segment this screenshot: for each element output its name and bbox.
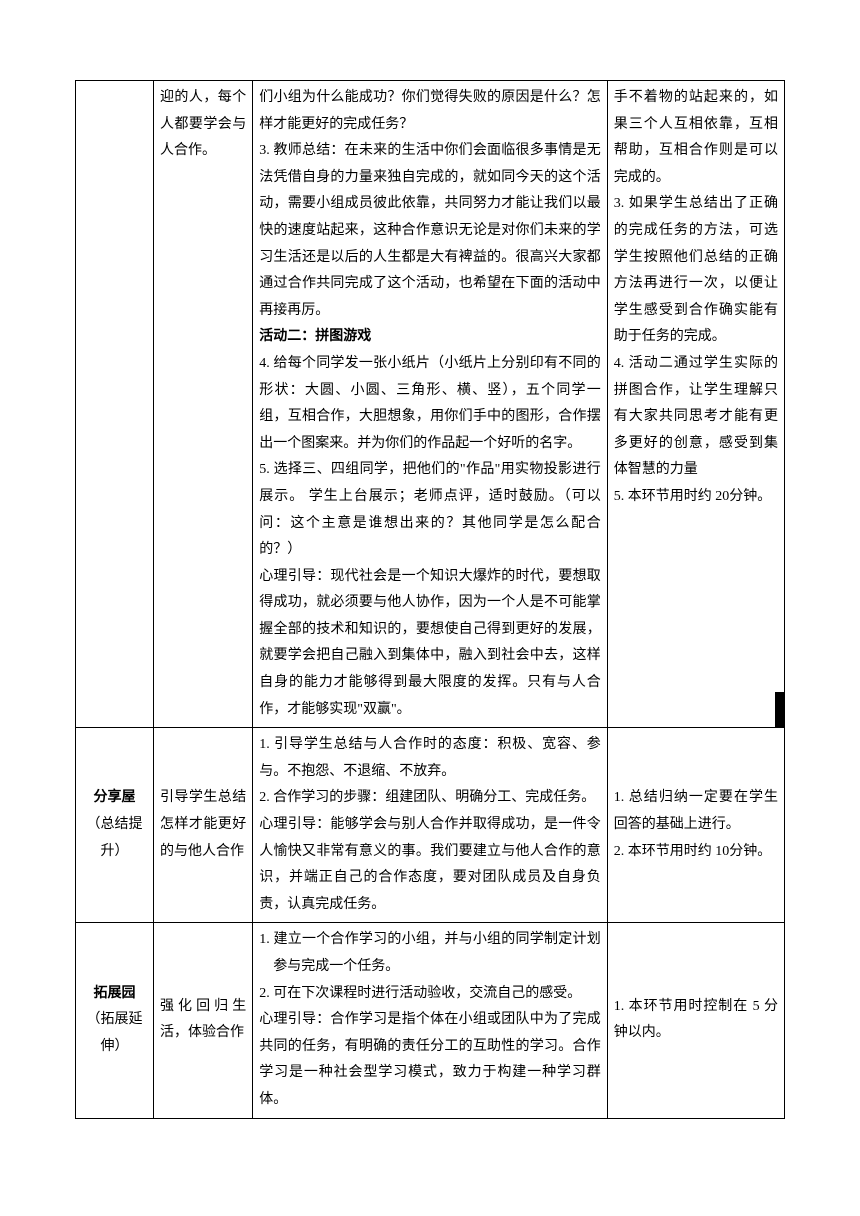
cell-text: 迎的人，每个人都要学会与人合作。 (160, 90, 246, 158)
table-row: 迎的人，每个人都要学会与人合作。 们小组为什么能成功？你们觉得失败的原因是什么？… (76, 81, 785, 728)
paragraph: 手不着物的站起来的，如果三个人互相依靠，互相帮助，互相合作则是可以完成的。 (614, 85, 778, 191)
paragraph: 4. 活动二通过学生实际的拼图合作，让学生理解只有大家共同思考才能有更多更好的创… (614, 351, 778, 484)
section-cell: 拓展园 （拓展延伸） (76, 923, 154, 1118)
paragraph: 1. 建立一个合作学习的小组，并与小组的同学制定计划参与完成一个任务。 (259, 927, 601, 980)
paragraph: 2. 可在下次课程时进行活动验收，交流自己的感受。 (259, 981, 601, 1008)
paragraph: 心理引导：合作学习是指个体在小组或团队中为了完成共同的任务，有明确的责任分工的互… (259, 1007, 601, 1113)
cell-text: 强化回归生活，体验合作 (160, 999, 246, 1041)
notes-cell: 1. 本环节用时控制在 5 分钟以内。 (607, 923, 784, 1118)
section-subtitle: （拓展延伸） (82, 1007, 147, 1060)
page-wrapper: 迎的人，每个人都要学会与人合作。 们小组为什么能成功？你们觉得失败的原因是什么？… (75, 80, 785, 1119)
objective-cell: 强化回归生活，体验合作 (153, 923, 252, 1118)
activity-cell: 们小组为什么能成功？你们觉得失败的原因是什么？怎样才能更好的完成任务？ 3. 教… (253, 81, 608, 728)
notes-cell: 手不着物的站起来的，如果三个人互相依靠，互相帮助，互相合作则是可以完成的。 3.… (607, 81, 784, 728)
activity-cell: 1. 建立一个合作学习的小组，并与小组的同学制定计划参与完成一个任务。 2. 可… (253, 923, 608, 1118)
paragraph: 心理引导：现代社会是一个知识大爆炸的时代，要想取得成功，就必须要与他人协作，因为… (259, 564, 601, 724)
cell-text: 引导学生总结怎样才能更好的与他人合作 (160, 790, 246, 858)
section-title: 拓展园 (82, 981, 147, 1008)
lesson-plan-table: 迎的人，每个人都要学会与人合作。 们小组为什么能成功？你们觉得失败的原因是什么？… (75, 80, 785, 1119)
side-marker (775, 692, 785, 727)
paragraph: 5. 本环节用时约 20分钟。 (614, 484, 778, 511)
paragraph: 5. 选择三、四组同学，把他们的"作品"用实物投影进行展示。 学生上台展示；老师… (259, 457, 601, 563)
section-title: 分享屋 (82, 785, 147, 812)
paragraph: 4. 给每个同学发一张小纸片（小纸片上分别印有不同的形状：大圆、小圆、三角形、横… (259, 351, 601, 457)
section-cell (76, 81, 154, 728)
section-cell: 分享屋 （总结提升） (76, 728, 154, 923)
table-row: 拓展园 （拓展延伸） 强化回归生活，体验合作 1. 建立一个合作学习的小组，并与… (76, 923, 785, 1118)
table-row: 分享屋 （总结提升） 引导学生总结怎样才能更好的与他人合作 1. 引导学生总结与… (76, 728, 785, 923)
paragraph: 3. 教师总结：在未来的生活中你们会面临很多事情是无法凭借自身的力量来独自完成的… (259, 138, 601, 324)
paragraph: 1. 总结归纳一定要在学生回答的基础上进行。 (614, 785, 778, 838)
paragraph: 2. 合作学习的步骤：组建团队、明确分工、完成任务。 (259, 785, 601, 812)
paragraph: 1. 本环节用时控制在 5 分钟以内。 (614, 994, 778, 1047)
activity-heading: 活动二：拼图游戏 (259, 324, 601, 351)
activity-cell: 1. 引导学生总结与人合作时的态度：积极、宽容、参与。不抱怨、不退缩、不放弃。 … (253, 728, 608, 923)
paragraph: 们小组为什么能成功？你们觉得失败的原因是什么？怎样才能更好的完成任务？ (259, 85, 601, 138)
objective-cell: 引导学生总结怎样才能更好的与他人合作 (153, 728, 252, 923)
section-subtitle: （总结提升） (82, 812, 147, 865)
objective-cell: 迎的人，每个人都要学会与人合作。 (153, 81, 252, 728)
paragraph: 1. 引导学生总结与人合作时的态度：积极、宽容、参与。不抱怨、不退缩、不放弃。 (259, 732, 601, 785)
paragraph: 心理引导：能够学会与别人合作并取得成功，是一件令人愉快又非常有意义的事。我们要建… (259, 812, 601, 918)
paragraph: 3. 如果学生总结出了正确的完成任务的方法，可选学生按照他们总结的正确方法再进行… (614, 191, 778, 351)
paragraph: 2. 本环节用时约 10分钟。 (614, 839, 778, 866)
notes-cell: 1. 总结归纳一定要在学生回答的基础上进行。 2. 本环节用时约 10分钟。 (607, 728, 784, 923)
